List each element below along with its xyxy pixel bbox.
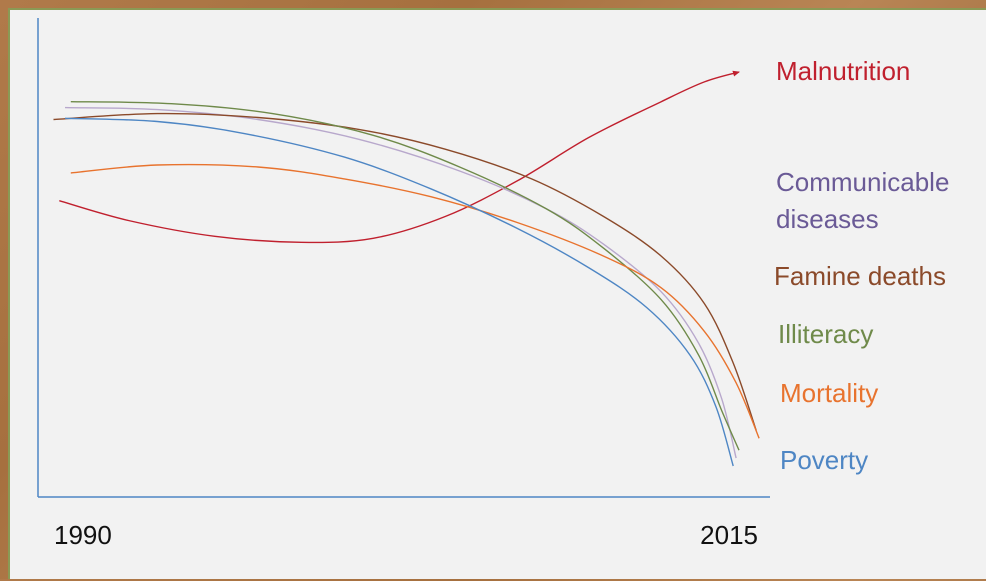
legend-label-communicable-diseases-line1: Communicable xyxy=(776,167,949,197)
legend: Malnutrition Communicable diseases Famine d… xyxy=(774,56,949,475)
slide-panel: Malnutrition Communicable diseases Famine d… xyxy=(8,8,986,579)
series-line-malnutrition xyxy=(59,70,740,244)
series-line-communicable-diseases xyxy=(64,106,737,459)
legend-label-mortality: Mortality xyxy=(780,378,878,408)
legend-label-famine-deaths: Famine deaths xyxy=(774,261,946,291)
x-tick-label-2015: 2015 xyxy=(700,520,758,550)
series-layer xyxy=(53,70,760,467)
legend-label-communicable-diseases-line2: diseases xyxy=(776,204,879,234)
x-tick-labels: 1990 2015 xyxy=(54,520,758,550)
legend-label-illiteracy: Illiteracy xyxy=(778,319,873,349)
series-line-famine-deaths xyxy=(53,112,757,431)
legend-label-poverty: Poverty xyxy=(780,445,868,475)
line-chart: Malnutrition Communicable diseases Famine d… xyxy=(37,18,949,550)
x-tick-label-1990: 1990 xyxy=(54,520,112,550)
legend-label-malnutrition: Malnutrition xyxy=(776,56,910,86)
series-line-illiteracy xyxy=(70,101,740,451)
series-line-poverty xyxy=(64,117,734,467)
series-line-mortality xyxy=(70,163,760,439)
